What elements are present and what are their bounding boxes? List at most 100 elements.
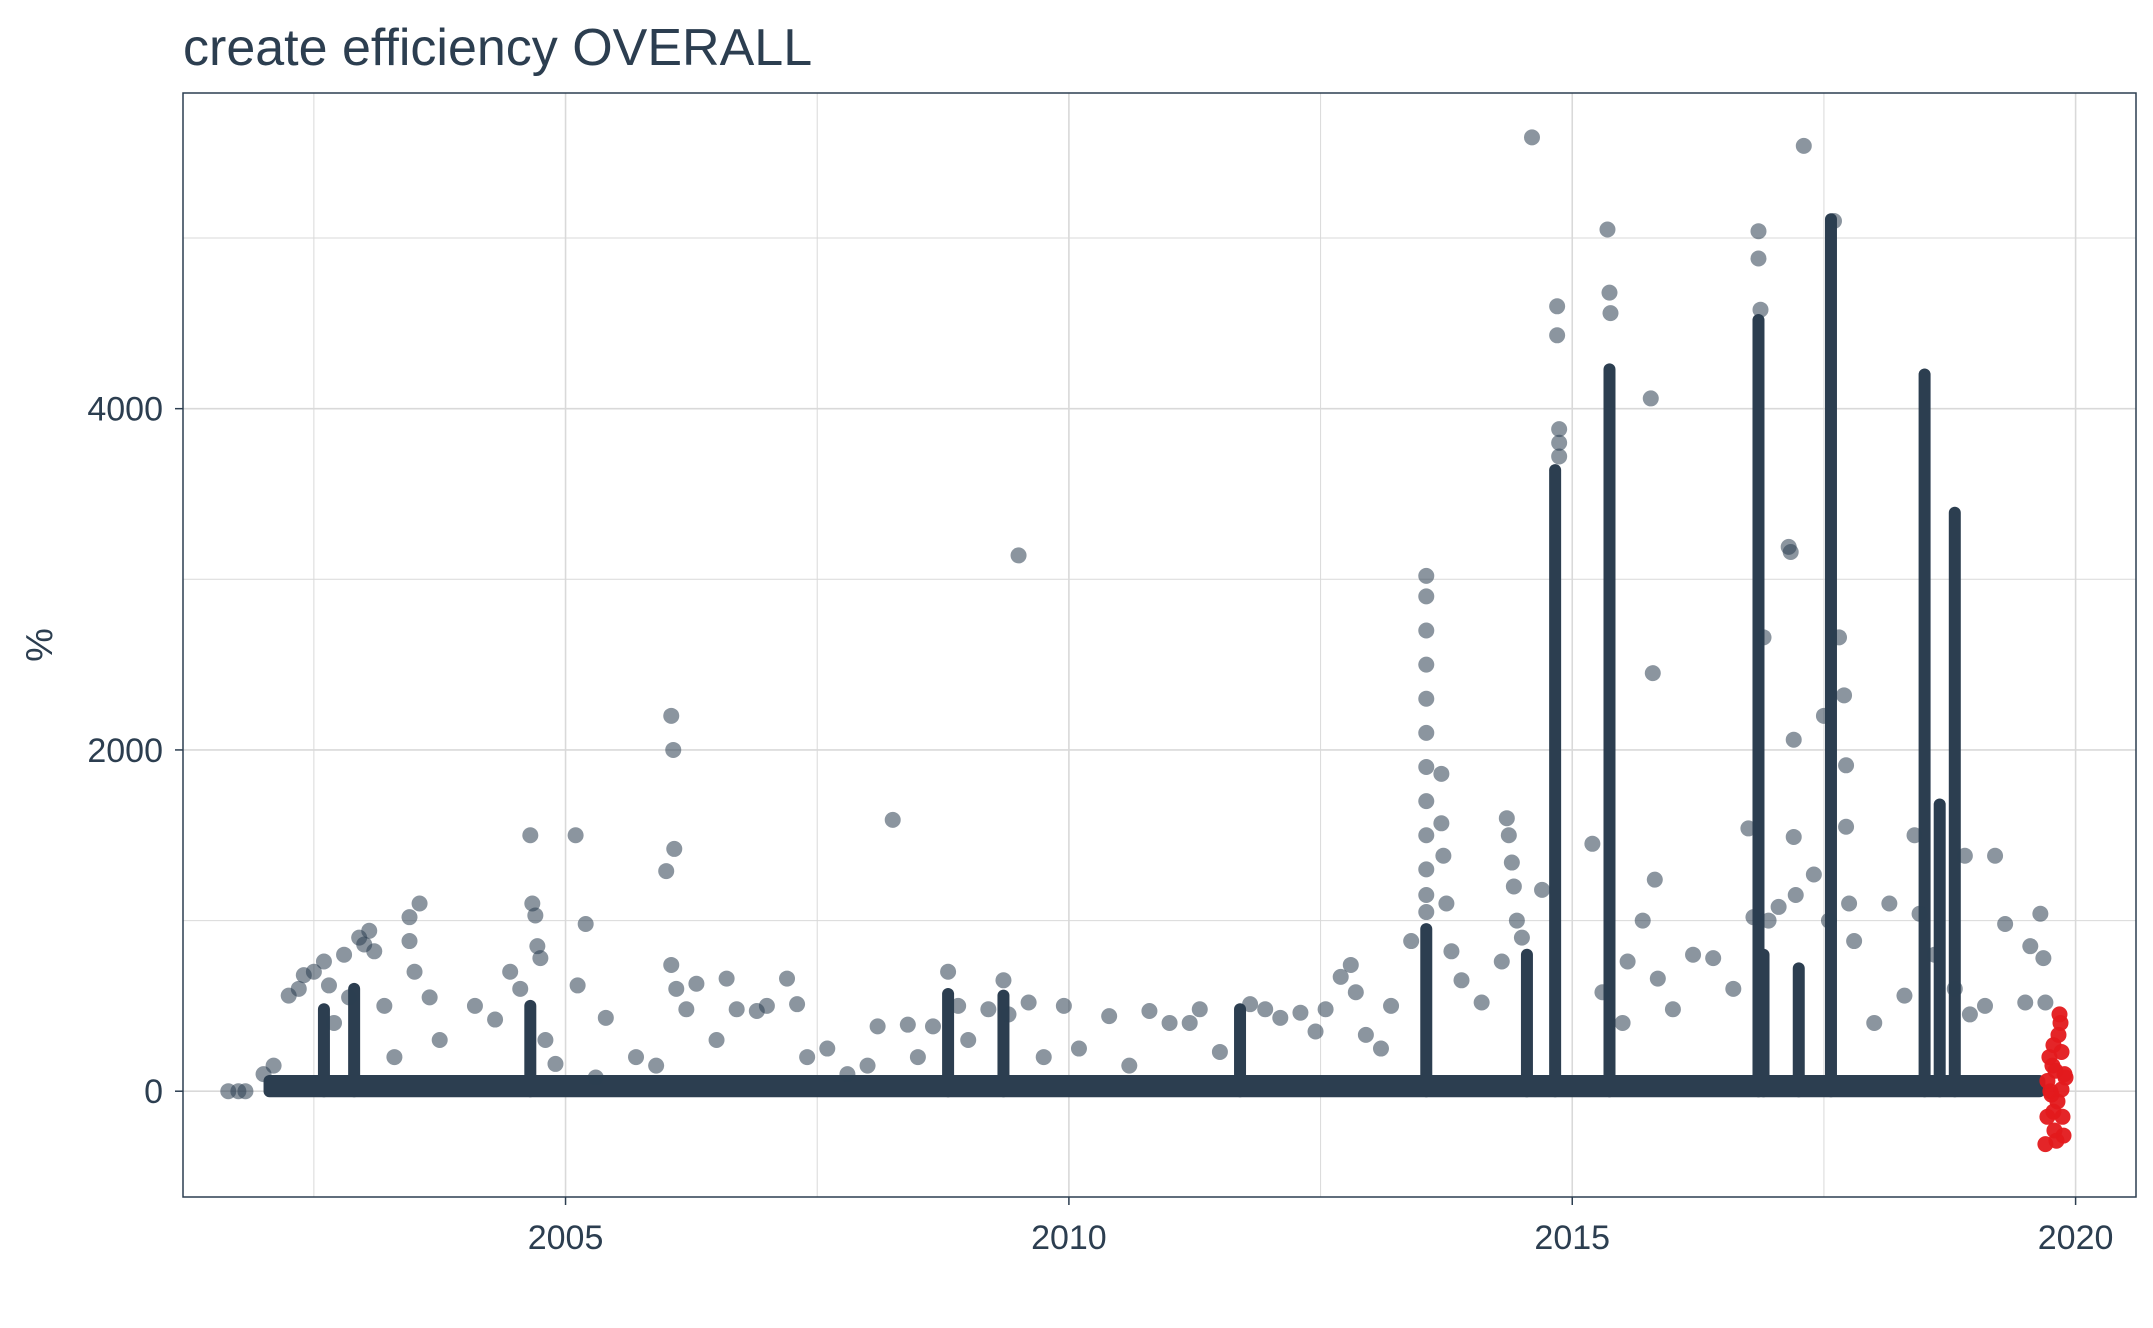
recent-data-point [2056,1066,2073,1083]
data-point [718,970,735,987]
data-point [1418,690,1435,707]
data-point [1307,1023,1324,1040]
data-point [779,970,796,987]
data-point [1272,1009,1289,1026]
data-point [1820,912,1837,929]
data-point [1831,629,1848,646]
data-point [1347,984,1364,1001]
data-point [663,707,680,724]
data-point [1976,997,1993,1014]
data-point [547,1055,564,1072]
data-point [1755,629,1772,646]
data-point [628,1049,645,1066]
data-point [688,975,705,992]
data-point [789,996,806,1013]
data-point [1841,895,1858,912]
data-point [537,1032,554,1049]
data-point [522,827,539,844]
data-point [1584,835,1601,852]
vertical-point-band [1824,213,1837,1098]
data-point [1342,956,1359,973]
data-point [995,972,1012,989]
data-point [1418,724,1435,741]
y-tick-label: 4000 [87,391,163,429]
data-point [1403,933,1420,950]
axis-labels: 2005 2010 2015 2020 0 2000 4000% [19,391,2113,1257]
grid-lines [183,93,2136,1197]
vertical-point-band [1603,363,1616,1098]
data-point [1785,731,1802,748]
data-point [421,989,438,1006]
data-point [1745,909,1762,926]
data-point [1418,567,1435,584]
data-point [839,1066,856,1083]
x-tick-label: 2010 [1031,1219,1107,1257]
data-point [1508,912,1525,929]
data-point [648,1057,665,1074]
data-point [265,1057,282,1074]
data-point [1372,1040,1389,1057]
data-point [1383,997,1400,1014]
y-tick-label: 0 [144,1073,163,1111]
data-point [1443,943,1460,960]
data-point [569,977,586,994]
data-point [1551,421,1568,438]
data-point [1020,994,1037,1011]
data-point [1292,1004,1309,1021]
data-point [386,1049,403,1066]
data-point [1987,847,2004,864]
data-point [1740,820,1757,837]
data-point [758,997,775,1014]
data-point [1141,1003,1158,1020]
recent-data-point [2039,1072,2056,1089]
data-point [924,1018,941,1035]
data-point [1911,905,1928,922]
data-point [290,980,307,997]
data-point [668,980,685,997]
data-point [512,980,529,997]
data-point [666,840,683,857]
data-point [1418,861,1435,878]
data-point [1551,434,1568,451]
recent-data-point [2053,1043,2070,1060]
data-point [1846,933,1863,950]
data-point [1493,953,1510,970]
data-point [1070,1040,1087,1057]
data-point [960,1032,977,1049]
plot-border [182,92,2137,1198]
data-point [1523,129,1540,146]
data-point [1435,847,1452,864]
data-point [2017,994,2034,1011]
y-axis-label: % [19,628,61,662]
data-point [1418,827,1435,844]
data-point [859,1057,876,1074]
data-point [1805,866,1822,883]
data-point [401,933,418,950]
data-points [220,129,2074,1153]
data-point [320,977,337,994]
data-point [1619,953,1636,970]
data-point [1906,827,1923,844]
data-point [1242,996,1259,1013]
vertical-point-band [1420,923,1433,1098]
data-point [1010,547,1027,564]
data-point [2032,905,2049,922]
vertical-point-band [1752,313,1765,1098]
data-point [708,1032,725,1049]
data-point [1602,305,1619,322]
chart-title: create efficiency OVERALL [183,19,813,77]
data-point [305,963,322,980]
data-point [1357,1026,1374,1043]
data-point [950,997,967,1014]
data-point [899,1016,916,1033]
data-point [1000,1006,1017,1023]
data-point [1121,1057,1138,1074]
data-point [658,863,675,880]
data-point [1946,980,1963,997]
data-point [1549,327,1566,344]
data-point [1035,1049,1052,1066]
data-point [411,895,428,912]
data-point [1498,810,1515,827]
